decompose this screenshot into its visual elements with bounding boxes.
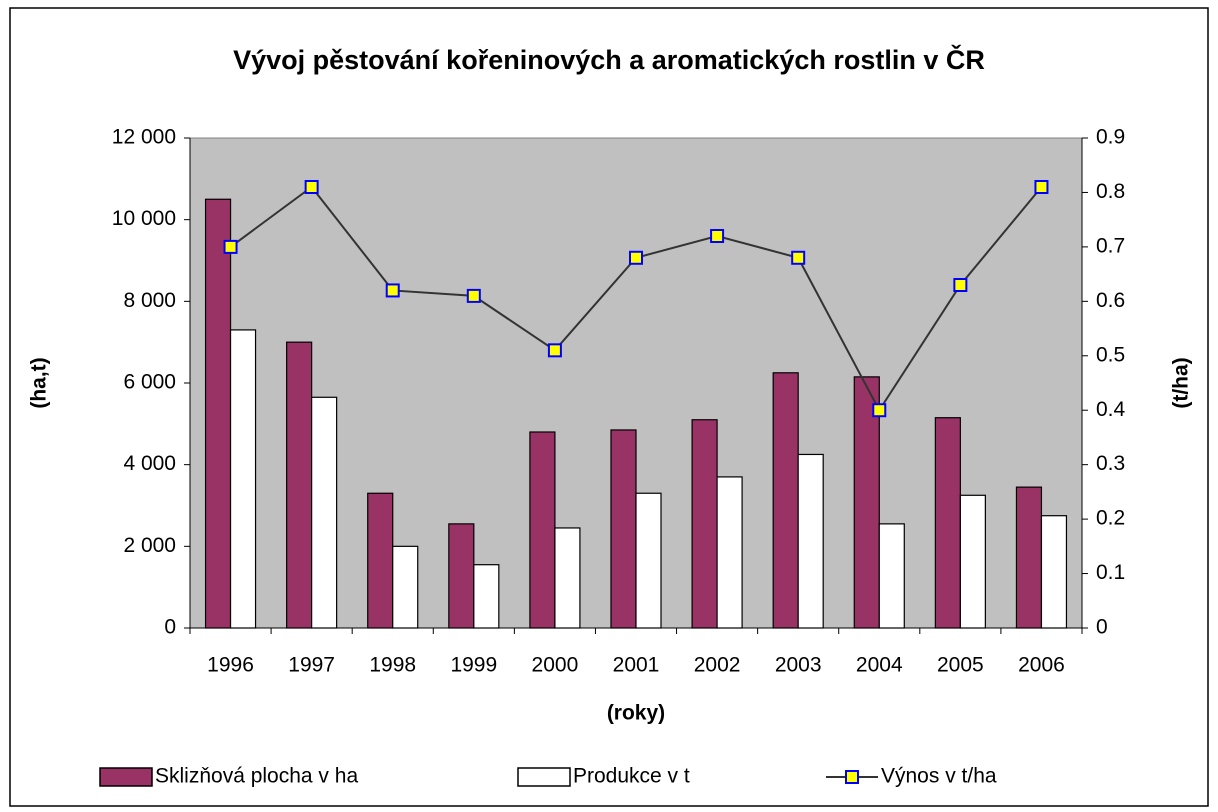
y2-tick-label: 0.6: [1096, 289, 1125, 312]
marker: [1034, 180, 1049, 194]
y2-tick-label: 0.7: [1096, 234, 1125, 257]
marker: [953, 278, 968, 292]
bar: [853, 376, 880, 629]
bar: [367, 492, 394, 629]
x-tick-label: 2005: [937, 654, 984, 677]
bar: [878, 523, 905, 629]
bar: [691, 419, 718, 629]
bar: [448, 523, 475, 629]
y2-tick-label: 0.5: [1096, 343, 1125, 366]
y2-tick-label: 0.2: [1096, 507, 1125, 530]
bar: [529, 431, 556, 629]
y-tick-label: 2 000: [123, 534, 176, 557]
x-tick-label: 2002: [694, 654, 741, 677]
marker: [304, 180, 319, 194]
bar: [772, 372, 799, 629]
marker: [629, 250, 643, 265]
bar: [716, 476, 743, 629]
y2-tick-label: 0: [1096, 616, 1108, 639]
bar: [286, 341, 313, 629]
bar: [204, 198, 232, 629]
x-tick-label: 1997: [288, 654, 335, 677]
x-tick-label: 2006: [1018, 654, 1065, 677]
marker: [872, 403, 887, 418]
bar: [610, 429, 637, 629]
marker: [547, 343, 562, 358]
y-tick-label: 6 000: [123, 371, 176, 394]
bar: [392, 545, 419, 629]
marker: [385, 283, 400, 298]
marker: [791, 250, 806, 265]
x-tick-label: 1996: [207, 654, 254, 677]
y-axis-label: (ha,t): [28, 357, 51, 408]
bar: [311, 396, 338, 629]
legend-swatch: [99, 767, 153, 787]
x-tick-label: 1999: [450, 654, 497, 677]
y-tick-label: 0: [164, 616, 176, 639]
y2-tick-label: 0.8: [1096, 180, 1125, 203]
marker: [466, 288, 481, 303]
marker: [710, 229, 725, 243]
y-tick-label: 8 000: [123, 289, 176, 312]
legend-label: Výnos v t/ha: [881, 765, 997, 788]
y2-tick-label: 0.4: [1096, 398, 1126, 421]
bar: [797, 453, 824, 629]
bar: [1015, 486, 1043, 629]
bar: [554, 527, 581, 629]
bar: [635, 492, 662, 629]
legend-label: Sklizňová plocha v ha: [155, 765, 358, 788]
y2-axis-label: (t/ha): [1170, 357, 1193, 408]
bar: [959, 494, 986, 629]
x-tick-label: 2001: [613, 654, 660, 677]
bar: [1040, 515, 1068, 629]
x-tick-label: 2004: [856, 654, 903, 677]
bar: [934, 417, 961, 629]
y2-tick-label: 0.9: [1096, 126, 1125, 149]
y2-tick-label: 0.3: [1096, 452, 1125, 475]
chart-title: Vývoj pěstování kořeninových a aromatick…: [233, 44, 985, 75]
marker: [223, 239, 238, 254]
y-tick-label: 10 000: [112, 207, 176, 230]
y-tick-label: 12 000: [112, 126, 176, 149]
y-tick-label: 4 000: [123, 452, 176, 475]
bar: [473, 564, 500, 629]
bar: [229, 329, 257, 629]
x-tick-label: 1998: [369, 654, 416, 677]
y2-tick-label: 0.1: [1096, 561, 1125, 584]
x-axis-label: (roky): [607, 702, 665, 725]
legend-swatch: [517, 767, 571, 787]
x-tick-label: 2003: [775, 654, 822, 677]
x-tick-label: 2000: [532, 654, 579, 677]
legend-marker: [845, 770, 859, 784]
legend-label: Produkce v t: [573, 765, 690, 788]
